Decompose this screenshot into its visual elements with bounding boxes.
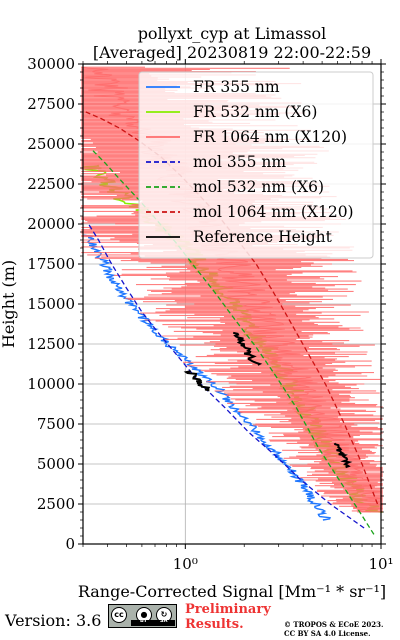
y-tick-label: 27500 (27, 95, 75, 113)
legend-label: mol 532 nm (X6) (193, 178, 324, 196)
series-reference-height (333, 442, 353, 469)
x-tick-label: 10¹ (368, 555, 393, 573)
y-tick-label: 7500 (37, 415, 75, 433)
series-reference-height (183, 370, 211, 392)
y-tick-label: 2500 (37, 495, 75, 513)
legend-label: FR 532 nm (X6) (193, 103, 317, 121)
y-tick-label: 12500 (27, 335, 75, 353)
y-tick-label: 25000 (27, 135, 75, 153)
legend-label: FR 355 nm (193, 78, 280, 96)
series-fr-355-nm (83, 234, 331, 521)
chart-subtitle: [Averaged] 20230819 22:00-22:59 (93, 43, 371, 62)
cc-license-badge: cc ● ↻ BY SA (108, 604, 177, 628)
preliminary-line-2: Results. (185, 617, 244, 632)
series-mol-532-nm-x6 (90, 148, 375, 535)
legend-label: FR 1064 nm (X120) (193, 128, 347, 146)
version-label: Version: 3.6 (5, 611, 102, 630)
x-axis-label: Range-Corrected Signal [Mm⁻¹ * sr⁻¹] (78, 582, 386, 601)
y-tick-label: 15000 (27, 295, 75, 313)
copyright-notice: © TROPOS & ECoE 2023. CC BY SA 4.0 Licen… (284, 620, 383, 638)
series-reference-height (232, 331, 263, 366)
copyright-line-1: © TROPOS & ECoE 2023. (284, 620, 384, 629)
legend-box (138, 71, 374, 259)
y-tick-label: 17500 (27, 255, 75, 273)
copyright-line-2: CC BY SA 4.0 License. (284, 629, 371, 638)
axis-ticks: 0 2500 5000 7500 10000 12500 15000 17500 20000 22… (27, 55, 393, 573)
creative-commons-icon: cc (111, 607, 127, 623)
preliminary-notice: Preliminary Results. (185, 602, 271, 632)
y-axis-label: Height (m) (0, 260, 18, 348)
y-tick-label: 22500 (27, 175, 75, 193)
cc-by-label: BY (140, 618, 148, 624)
chart-title: pollyxt_cyp at Limassol (138, 24, 327, 43)
legend-label: mol 1064 nm (X120) (193, 203, 354, 221)
y-tick-label: 20000 (27, 215, 75, 233)
y-tick-label: 5000 (37, 455, 75, 473)
legend: FR 355 nm FR 532 nm (X6) FR 1064 nm (X120)… (138, 71, 374, 259)
y-tick-label: 10000 (27, 375, 75, 393)
legend-label: mol 355 nm (193, 153, 286, 171)
cc-label-strip: BY SA (131, 618, 175, 626)
cc-sa-label: SA (160, 618, 168, 624)
y-tick-label: 0 (65, 535, 75, 553)
series-mol-1064-nm-x120 (85, 111, 379, 505)
preliminary-line-1: Preliminary (185, 602, 271, 617)
x-tick-label: 10⁰ (173, 555, 198, 573)
legend-label: Reference Height (193, 228, 333, 246)
y-tick-label: 30000 (27, 55, 75, 73)
